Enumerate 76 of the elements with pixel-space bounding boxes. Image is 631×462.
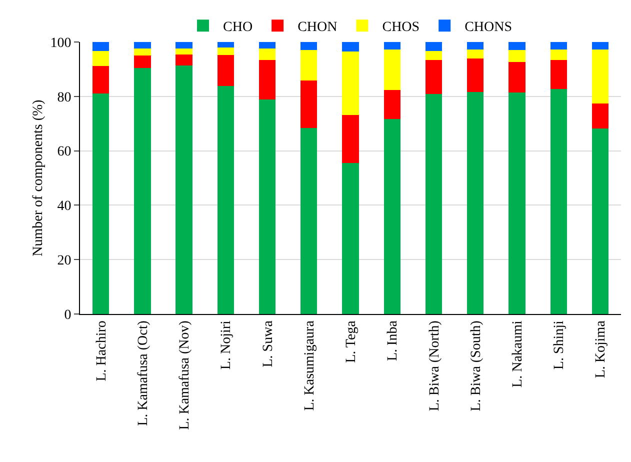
bar	[300, 50, 318, 81]
bar	[258, 99, 276, 314]
x-tick-label: L. Inba	[386, 320, 401, 362]
bar	[550, 89, 567, 314]
bar	[508, 50, 526, 62]
bar	[384, 42, 400, 50]
bar	[92, 93, 110, 314]
bar	[92, 50, 110, 66]
bar	[176, 54, 192, 66]
x-tick-label: L. Biwa (South)	[468, 320, 484, 412]
bar	[217, 86, 234, 314]
bar	[300, 80, 318, 128]
y-tick-label: 40	[57, 199, 72, 214]
bar	[592, 104, 609, 128]
bar	[217, 54, 234, 86]
bar	[384, 90, 400, 119]
bar	[592, 128, 609, 314]
bar	[467, 42, 484, 50]
bar	[550, 60, 567, 90]
bar	[425, 42, 442, 51]
bar	[550, 42, 567, 50]
bar	[342, 115, 359, 164]
x-tick-label: L. Suwa	[260, 320, 276, 368]
x-tick-label: L. Nojiri	[219, 320, 234, 370]
legend-label: CHO	[223, 20, 253, 36]
y-tick-label: 60	[57, 144, 72, 160]
bar	[217, 42, 234, 48]
y-tick-label: 80	[57, 90, 72, 106]
bar	[508, 92, 526, 314]
x-tick-label: L. Shinji	[552, 320, 568, 370]
bar	[92, 42, 110, 51]
bar	[508, 62, 526, 92]
x-tick-label: L. Hachiro	[94, 320, 110, 382]
bar	[300, 128, 318, 314]
bar	[134, 55, 151, 68]
bar	[467, 58, 484, 92]
bar	[258, 60, 276, 100]
bar	[92, 66, 110, 94]
y-tick-label: 0	[64, 308, 72, 323]
y-tick-label: 100	[50, 36, 72, 51]
legend-label: CHONS	[464, 20, 512, 36]
legend-label: CHOS	[382, 20, 420, 36]
x-tick-label: L. Nakaumi	[510, 320, 526, 388]
x-tick-label: L. Kasumigaura	[302, 320, 318, 411]
bar	[217, 47, 234, 55]
bar	[134, 42, 151, 49]
bar	[176, 65, 192, 314]
bar	[134, 68, 151, 314]
bar	[384, 118, 400, 314]
x-tick-label: L. Biwa (North)	[427, 320, 442, 412]
bar	[300, 42, 318, 50]
bar	[384, 49, 400, 90]
bar	[342, 163, 359, 314]
bar	[176, 42, 192, 49]
x-tick-label: L. Tega	[344, 320, 360, 363]
bar	[425, 60, 442, 94]
bar	[425, 94, 442, 314]
x-tick-label: L. Kamafusa (Nov)	[178, 320, 193, 430]
bar	[342, 42, 359, 52]
y-tick-label: 20	[57, 254, 72, 268]
bar	[467, 49, 484, 58]
x-tick-label: L. Kojima	[594, 320, 609, 378]
y-axis-title: Number of components (%)	[31, 99, 46, 256]
bar	[258, 48, 276, 60]
bar	[258, 42, 276, 49]
bar	[550, 49, 567, 60]
bar	[176, 48, 192, 55]
bar	[425, 50, 442, 60]
bar	[467, 92, 484, 314]
bar	[508, 42, 526, 50]
bar	[134, 48, 151, 56]
x-tick-label: L. Kamafusa (Oct)	[136, 320, 151, 426]
bar	[592, 42, 609, 50]
bar	[342, 52, 359, 116]
bar	[592, 49, 609, 104]
legend-label: CHON	[298, 20, 338, 36]
